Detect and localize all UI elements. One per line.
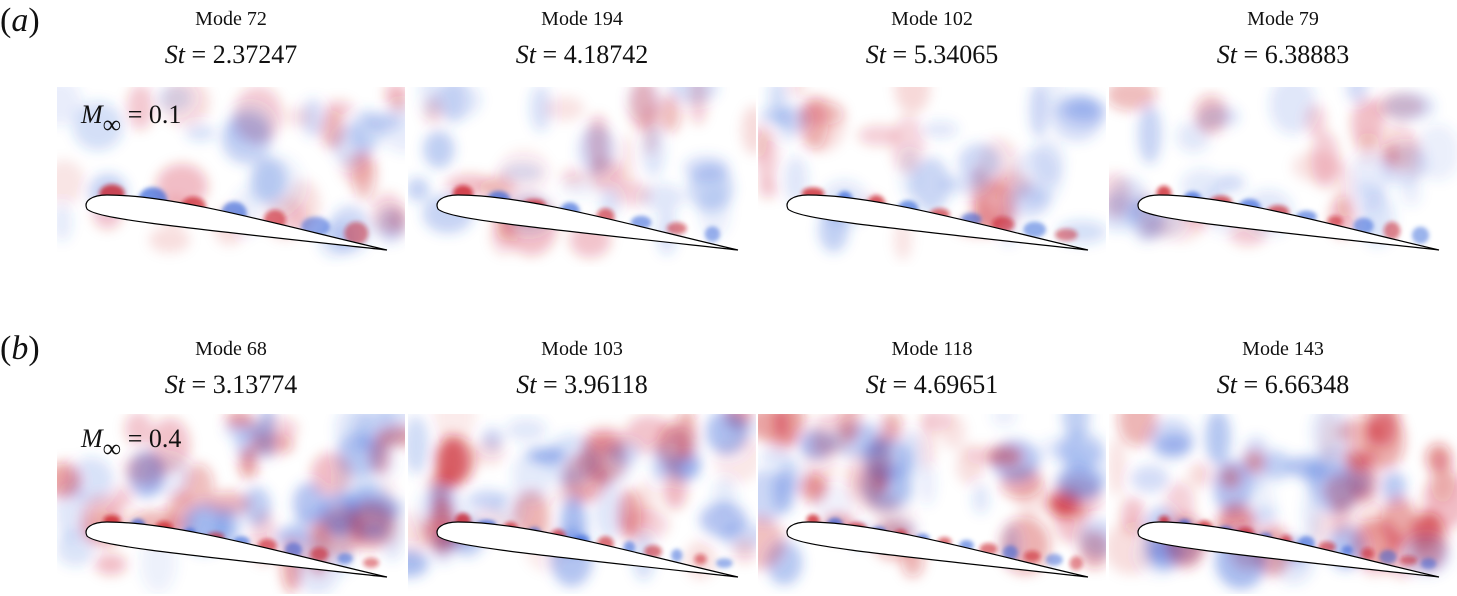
airfoil-shape	[786, 521, 1089, 578]
flow-field-svg	[758, 87, 1106, 261]
st-symbol: St	[164, 40, 186, 69]
strouhal-label: St = 4.18742	[408, 40, 756, 70]
flow-field-svg	[57, 414, 405, 594]
strouhal-label: St = 4.69651	[758, 370, 1106, 400]
paren-open: (	[0, 2, 12, 39]
mode-title: Mode 79	[1247, 8, 1319, 30]
st-symbol: St	[865, 370, 887, 399]
st-symbol: St	[1216, 370, 1238, 399]
mode-title: Mode 68	[195, 338, 267, 360]
strouhal-label: St = 2.37247	[57, 40, 405, 70]
flow-field-svg	[1109, 414, 1457, 590]
mode-field-plot	[57, 414, 405, 594]
airfoil-shape	[1137, 521, 1440, 578]
mach-value: = 0.4	[127, 424, 182, 453]
mach-symbol: M	[81, 100, 103, 129]
mode-field-plot	[1109, 87, 1457, 267]
st-value: = 4.69651	[892, 370, 999, 399]
background-fluctuations	[408, 414, 756, 587]
st-value: = 6.38883	[1243, 40, 1350, 69]
row-label-b-letter: b	[11, 330, 29, 367]
mode-field-plot	[758, 414, 1106, 594]
airfoil-shape	[85, 194, 388, 251]
mode-title: Mode 103	[541, 338, 623, 360]
mach-subscript: ∞	[102, 110, 122, 139]
st-value: = 5.34065	[892, 40, 999, 69]
paren-close: )	[28, 330, 40, 367]
strouhal-label: St = 6.38883	[1109, 40, 1457, 70]
airfoil-shape	[786, 194, 1089, 251]
flow-field-svg	[408, 87, 756, 258]
mach-symbol: M	[81, 424, 103, 453]
airfoil-shape	[436, 521, 739, 578]
mode-title: Mode 102	[891, 8, 973, 30]
st-value: = 2.37247	[191, 40, 298, 69]
paren-open: (	[0, 330, 12, 367]
mach-subscript: ∞	[102, 434, 122, 463]
strouhal-label: St = 5.34065	[758, 40, 1106, 70]
row-label-b: (b)	[0, 330, 40, 368]
strouhal-label: St = 3.13774	[57, 370, 405, 400]
paren-close: )	[28, 2, 40, 39]
st-value: = 6.66348	[1243, 370, 1350, 399]
st-symbol: St	[515, 40, 537, 69]
flow-field-svg	[408, 414, 756, 587]
airfoil-shape	[436, 194, 739, 251]
mode-field-plot	[57, 87, 405, 267]
st-symbol: St	[516, 370, 537, 399]
background-fluctuations	[758, 87, 1106, 261]
strouhal-label: St = 6.66348	[1109, 370, 1457, 400]
st-value: = 3.13774	[191, 370, 298, 399]
mode-field-plot	[1109, 414, 1457, 594]
st-symbol: St	[164, 370, 186, 399]
flow-field-svg	[1109, 87, 1457, 251]
mode-field-plot	[408, 87, 756, 267]
strouhal-label: St = 3.96118	[408, 370, 756, 400]
background-fluctuations	[1109, 87, 1457, 247]
mode-field-plot	[408, 414, 756, 594]
st-value: = 4.18742	[542, 40, 649, 69]
flow-field-svg	[758, 414, 1106, 586]
airfoil-shape	[85, 521, 388, 578]
mode-title: Mode 194	[541, 8, 623, 30]
row-label-a: (a)	[0, 2, 40, 40]
mach-label: M∞ = 0.4	[81, 424, 181, 464]
st-value: = 3.96118	[543, 370, 648, 399]
flow-field-svg	[57, 87, 405, 258]
mode-title: Mode 118	[891, 338, 973, 360]
mode-title: Mode 143	[1242, 338, 1324, 360]
st-symbol: St	[865, 40, 887, 69]
airfoil-shape	[1137, 194, 1440, 251]
row-label-a-letter: a	[11, 2, 29, 39]
mode-field-plot	[758, 87, 1106, 267]
st-symbol: St	[1216, 40, 1238, 69]
mach-label: M∞ = 0.1	[81, 100, 181, 140]
mach-value: = 0.1	[127, 100, 182, 129]
mode-title: Mode 72	[195, 8, 267, 30]
